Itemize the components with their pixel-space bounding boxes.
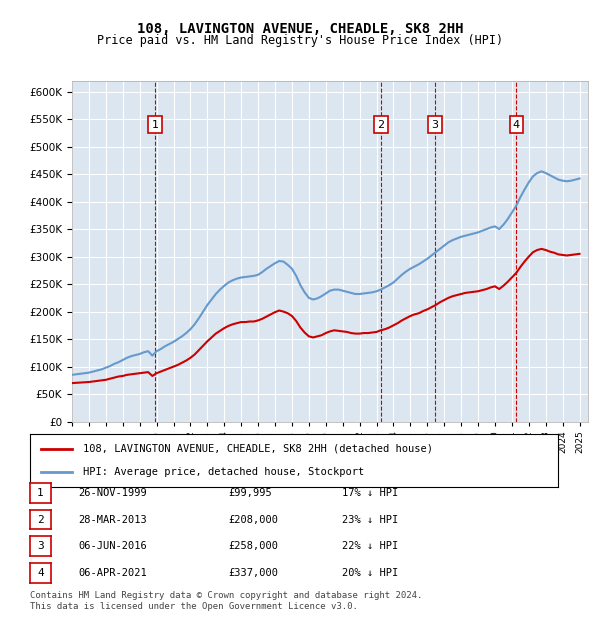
Text: Contains HM Land Registry data © Crown copyright and database right 2024.
This d: Contains HM Land Registry data © Crown c… <box>30 591 422 611</box>
Text: 4: 4 <box>37 568 44 578</box>
Text: 108, LAVINGTON AVENUE, CHEADLE, SK8 2HH (detached house): 108, LAVINGTON AVENUE, CHEADLE, SK8 2HH … <box>83 444 433 454</box>
Text: 06-APR-2021: 06-APR-2021 <box>78 568 147 578</box>
Text: 108, LAVINGTON AVENUE, CHEADLE, SK8 2HH: 108, LAVINGTON AVENUE, CHEADLE, SK8 2HH <box>137 22 463 36</box>
Text: £258,000: £258,000 <box>228 541 278 551</box>
Text: 20% ↓ HPI: 20% ↓ HPI <box>342 568 398 578</box>
Text: 2: 2 <box>37 515 44 525</box>
Text: £337,000: £337,000 <box>228 568 278 578</box>
Text: £208,000: £208,000 <box>228 515 278 525</box>
Text: HPI: Average price, detached house, Stockport: HPI: Average price, detached house, Stoc… <box>83 467 364 477</box>
Text: 1: 1 <box>37 488 44 498</box>
Text: 17% ↓ HPI: 17% ↓ HPI <box>342 488 398 498</box>
Text: 4: 4 <box>513 120 520 130</box>
Text: 23% ↓ HPI: 23% ↓ HPI <box>342 515 398 525</box>
Text: Price paid vs. HM Land Registry's House Price Index (HPI): Price paid vs. HM Land Registry's House … <box>97 34 503 47</box>
Text: 28-MAR-2013: 28-MAR-2013 <box>78 515 147 525</box>
Text: 06-JUN-2016: 06-JUN-2016 <box>78 541 147 551</box>
Text: 26-NOV-1999: 26-NOV-1999 <box>78 488 147 498</box>
Text: 2: 2 <box>377 120 385 130</box>
Text: 1: 1 <box>151 120 158 130</box>
Text: 3: 3 <box>431 120 439 130</box>
Text: £99,995: £99,995 <box>228 488 272 498</box>
Text: 3: 3 <box>37 541 44 551</box>
Text: 22% ↓ HPI: 22% ↓ HPI <box>342 541 398 551</box>
